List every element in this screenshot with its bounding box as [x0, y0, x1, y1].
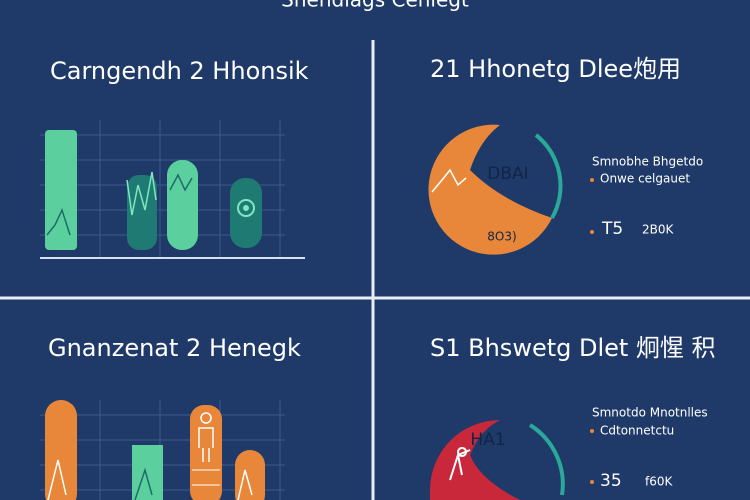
marker: [237, 199, 255, 217]
sparkline: [134, 467, 153, 500]
marker: [243, 205, 249, 211]
legend-dot: [590, 230, 594, 234]
panel-title: Gnanzenat 2 Henegk: [48, 334, 301, 362]
sparkline: [169, 173, 193, 192]
panel-title: Carngendh 2 Hhonsik: [50, 57, 309, 85]
sparkline: [126, 171, 157, 216]
center-label: HA1: [470, 430, 505, 450]
center-label: DBAI: [487, 164, 528, 184]
legend-text: Smnobhe Bhgetdo: [592, 155, 703, 169]
legend-text: Onwe celgauet: [600, 172, 690, 186]
donut-segment: [428, 124, 552, 255]
stat-note: 2B0K: [642, 223, 675, 237]
panel-title: 21 Hhonetg Dlee炮用: [430, 55, 681, 83]
person-icon: [198, 427, 214, 462]
stat-value: T5: [601, 219, 623, 239]
legend-dot: [590, 429, 594, 433]
bar: [190, 405, 222, 500]
stat-note: f60K: [645, 475, 673, 489]
sparkline: [237, 469, 253, 500]
legend-text: Cdtonnetctu: [600, 424, 674, 438]
center-label: 8O3): [487, 230, 516, 244]
bar: [167, 160, 198, 250]
legend-text: Smnotdo Mnotnlles: [592, 406, 708, 420]
donut-arc: [534, 133, 563, 219]
bar: [45, 130, 77, 250]
sparkline: [431, 168, 467, 193]
sparkline: [47, 459, 67, 500]
donut-segment: [430, 420, 520, 500]
legend-dot: [590, 178, 594, 182]
bar: [230, 178, 262, 248]
sparkline: [46, 207, 71, 236]
panel-title: S1 Bhswetg Dlet 炯惺 积: [430, 334, 716, 362]
bar: [127, 175, 157, 250]
donut-arc: [528, 423, 565, 496]
stat-value: 35: [600, 471, 622, 491]
person-icon: [200, 412, 212, 424]
bar: [132, 445, 163, 500]
bar: [235, 450, 265, 500]
legend-dot: [590, 480, 594, 484]
bar: [45, 400, 77, 500]
header-title: Shendlags Cenlegt: [281, 0, 469, 12]
person-icon: [449, 447, 471, 481]
